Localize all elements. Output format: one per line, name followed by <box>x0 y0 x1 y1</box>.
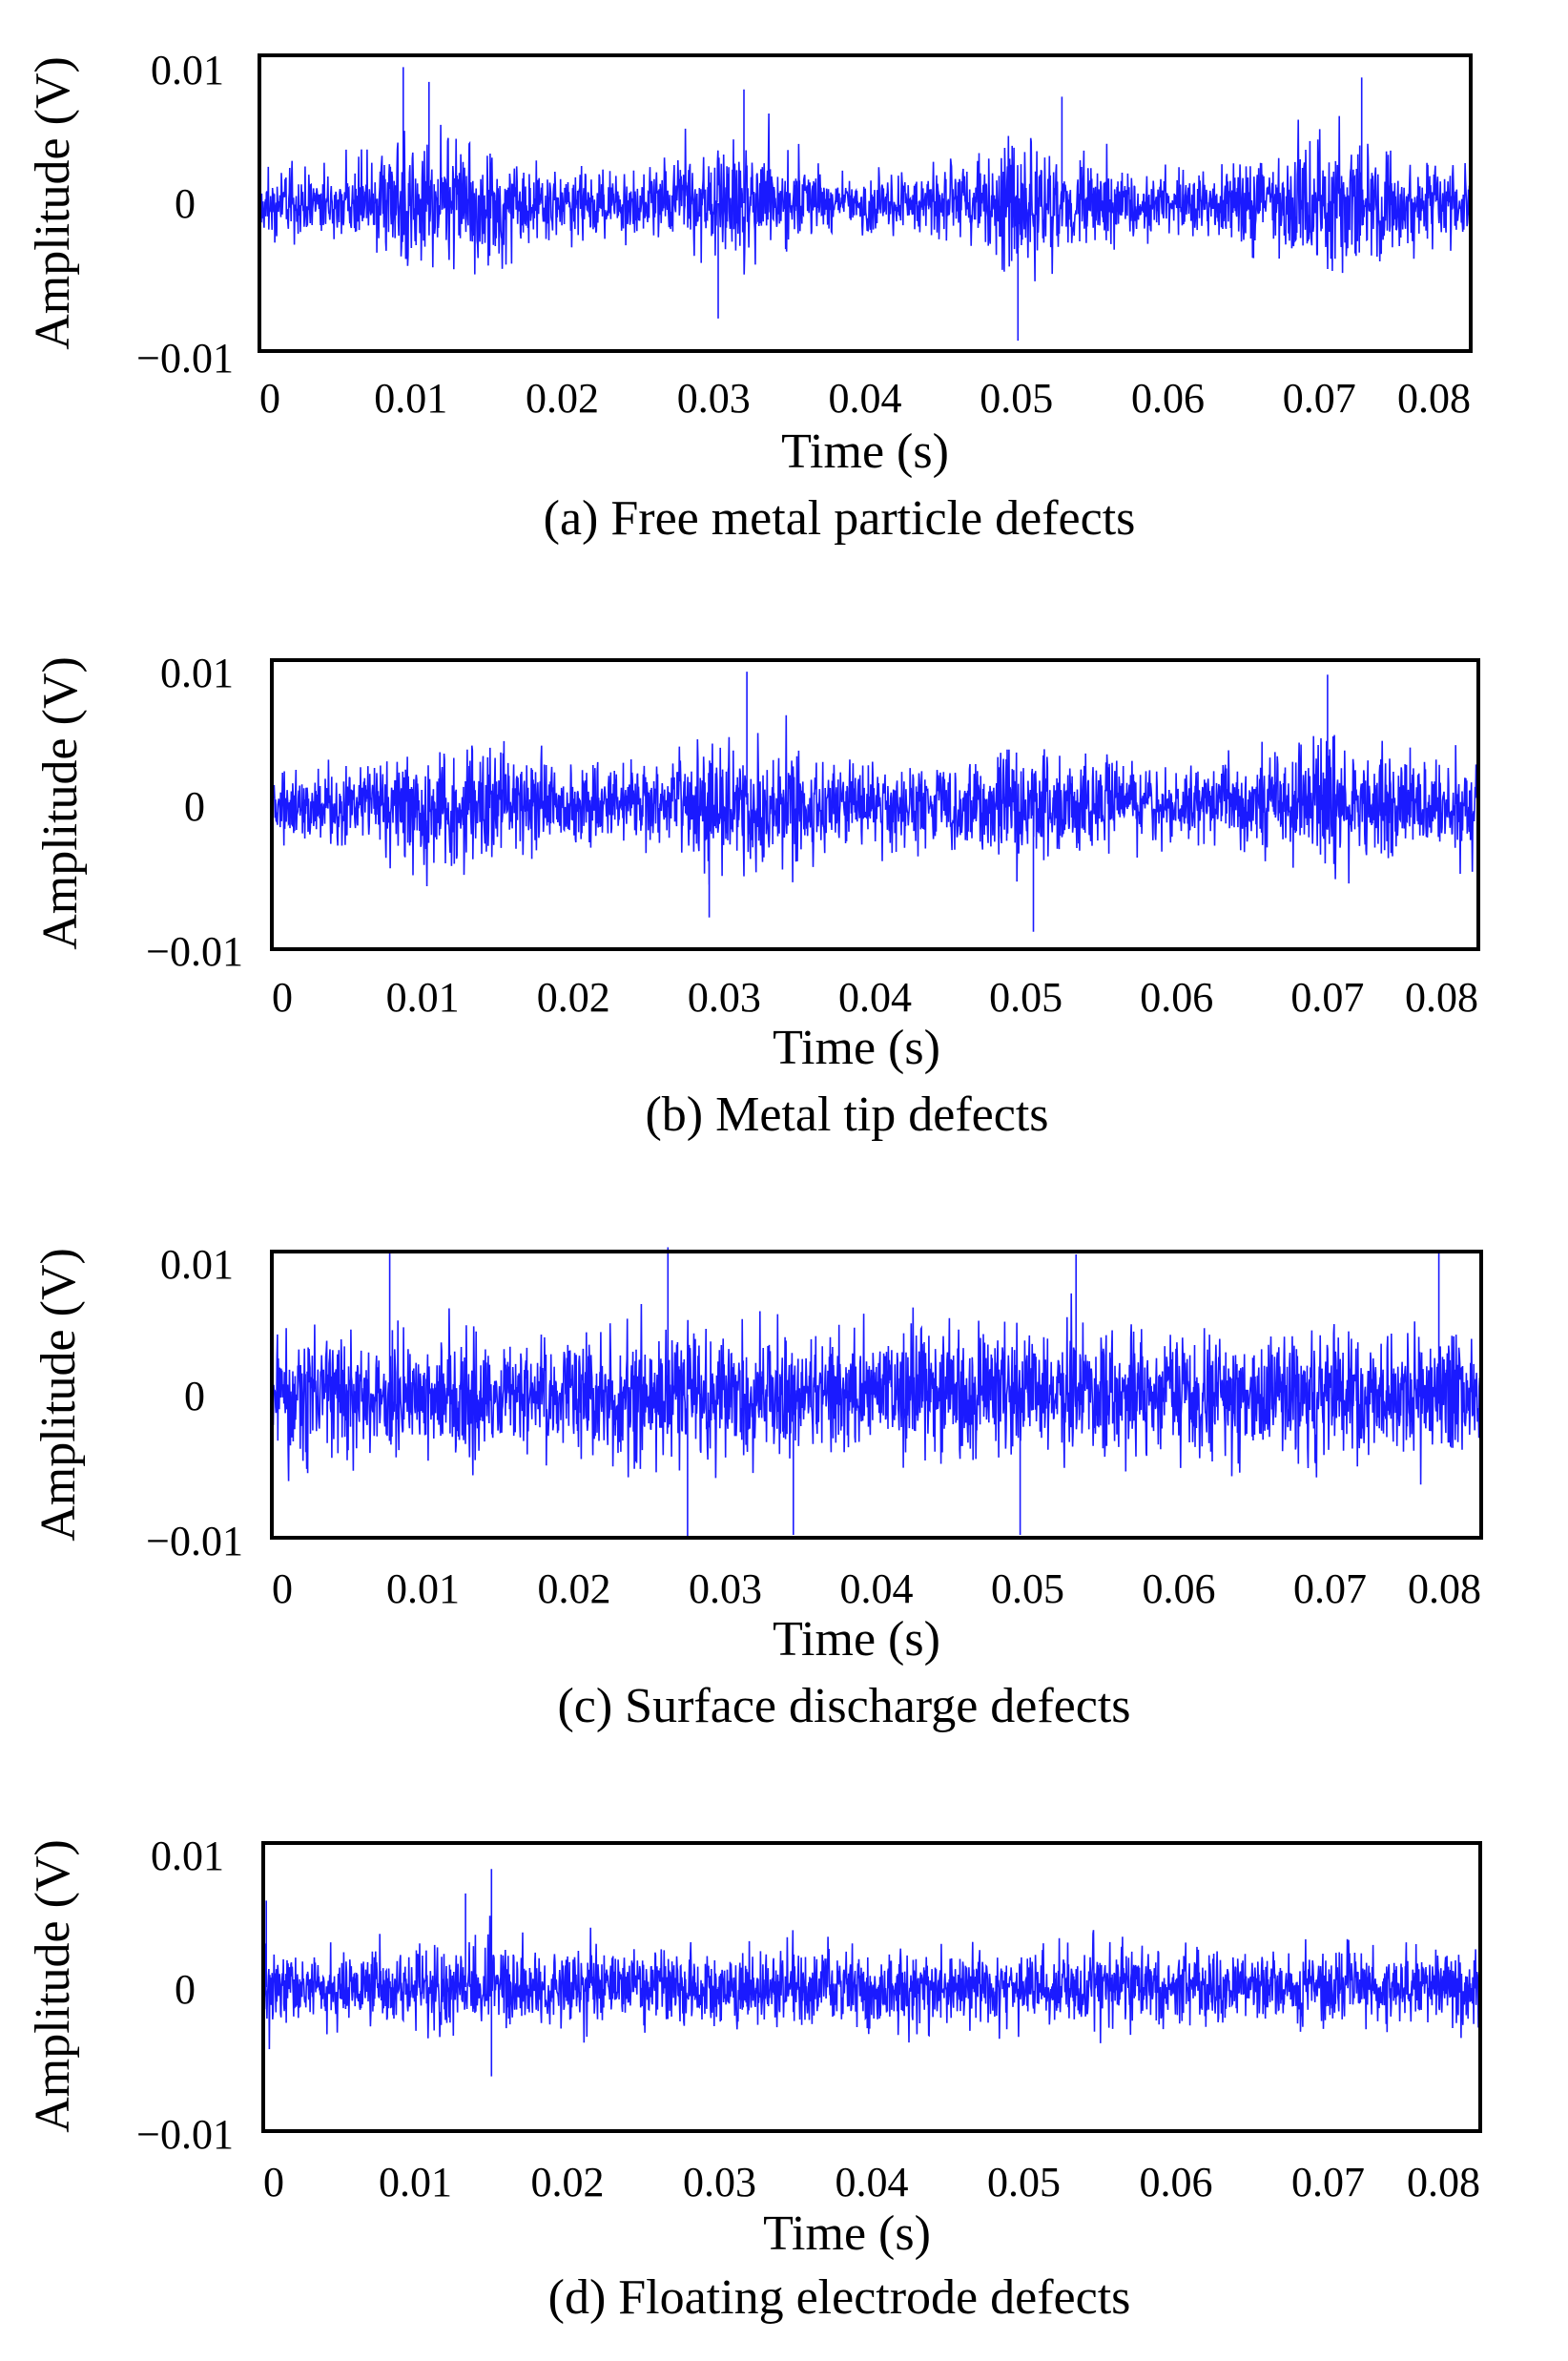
x-tick-c-8: 0.08 <box>1408 1565 1481 1612</box>
x-tick-d-5: 0.05 <box>987 2159 1061 2206</box>
plot-frame-d <box>261 1841 1482 2133</box>
x-tick-b-4: 0.04 <box>838 974 912 1021</box>
y-tick-a-zero: 0 <box>175 180 196 227</box>
chart-d: 0.01 0 −0.01 0 0.01 0.02 0.03 0.04 0.05 0.06 0.… <box>26 1833 1482 2325</box>
x-tick-d-0: 0 <box>263 2159 284 2206</box>
signal-line-a <box>258 67 1472 342</box>
signal-a <box>258 67 1472 342</box>
x-tick-a-4: 0.04 <box>829 375 902 422</box>
y-tick-c-min: −0.01 <box>146 1518 243 1564</box>
x-tick-a-5: 0.05 <box>980 375 1053 422</box>
x-tick-c-1: 0.01 <box>386 1565 460 1612</box>
x-tick-a-0: 0 <box>259 375 280 422</box>
y-tick-c-zero: 0 <box>184 1373 205 1419</box>
x-tick-d-4: 0.04 <box>836 2159 909 2206</box>
x-tick-d-2: 0.02 <box>531 2159 605 2206</box>
x-tick-d-8: 0.08 <box>1407 2159 1480 2206</box>
x-tick-c-6: 0.06 <box>1143 1565 1216 1612</box>
x-tick-b-3: 0.03 <box>688 974 761 1021</box>
x-tick-c-4: 0.04 <box>840 1565 914 1612</box>
y-tick-b-max: 0.01 <box>160 650 234 696</box>
y-axis-label-a: Amplitude (V) <box>26 56 80 350</box>
panel-c: 0.01 0 −0.01 0 0.01 0.02 0.03 0.04 0.05 0.06 0.… <box>0 1183 1568 1755</box>
x-axis-label-c: Time (s) <box>773 1612 940 1667</box>
x-tick-a-7: 0.07 <box>1283 375 1356 422</box>
x-tick-a-3: 0.03 <box>677 375 751 422</box>
y-axis-label-c: Amplitude (V) <box>31 1248 86 1542</box>
x-tick-b-1: 0.01 <box>386 974 460 1021</box>
x-tick-b-2: 0.02 <box>537 974 610 1021</box>
panel-b: 0.01 0 −0.01 0 0.01 0.02 0.03 0.04 0.05 0.06 0.… <box>0 591 1568 1164</box>
caption-c: (c) Surface discharge defects <box>557 1679 1130 1733</box>
y-tick-c-max: 0.01 <box>160 1241 234 1288</box>
x-tick-c-2: 0.02 <box>538 1565 611 1612</box>
y-tick-a-max: 0.01 <box>151 47 224 93</box>
x-tick-d-3: 0.03 <box>683 2159 756 2206</box>
x-tick-d-6: 0.06 <box>1140 2159 1213 2206</box>
signal-c <box>271 1247 1482 1538</box>
x-tick-c-5: 0.05 <box>991 1565 1064 1612</box>
x-tick-c-7: 0.07 <box>1293 1565 1367 1612</box>
y-tick-b-min: −0.01 <box>146 928 243 975</box>
caption-a: (a) Free metal particle defects <box>544 491 1136 546</box>
panel-a: 0.01 0 −0.01 0 0.01 0.02 0.03 0.04 0.05 0.06 0.… <box>0 0 1568 572</box>
x-tick-b-7: 0.07 <box>1290 974 1364 1021</box>
x-tick-c-3: 0.03 <box>689 1565 762 1612</box>
signal-line-c <box>271 1247 1482 1538</box>
plot-frame-c <box>270 1250 1483 1540</box>
signal-line-b <box>271 672 1479 932</box>
x-tick-c-0: 0 <box>272 1565 293 1612</box>
x-tick-b-6: 0.06 <box>1140 974 1213 1021</box>
x-tick-b-0: 0 <box>272 974 293 1021</box>
x-tick-a-1: 0.01 <box>374 375 447 422</box>
x-tick-a-6: 0.06 <box>1131 375 1205 422</box>
y-tick-d-max: 0.01 <box>151 1833 224 1879</box>
x-tick-b-5: 0.05 <box>989 974 1063 1021</box>
x-axis-label-a: Time (s) <box>781 425 949 479</box>
y-tick-a-min: −0.01 <box>136 335 234 382</box>
signal-b <box>271 672 1479 932</box>
x-axis-label-b: Time (s) <box>773 1021 940 1075</box>
y-axis-label-b: Amplitude (V) <box>33 656 88 950</box>
y-tick-d-zero: 0 <box>175 1966 196 2013</box>
signal-line-d <box>262 1869 1481 2077</box>
y-axis-label-d: Amplitude (V) <box>26 1839 80 2133</box>
plot-frame-b <box>270 658 1480 951</box>
caption-b: (b) Metal tip defects <box>645 1087 1048 1142</box>
x-tick-a-8: 0.08 <box>1397 375 1471 422</box>
x-tick-a-2: 0.02 <box>526 375 599 422</box>
panel-d: 0.01 0 −0.01 0 0.01 0.02 0.03 0.04 0.05 0.06 0.… <box>0 1774 1568 2361</box>
x-ticks-a: 0 0.01 0.02 0.03 0.04 0.05 0.06 0.07 0.08 <box>259 375 1471 422</box>
caption-d: (d) Floating electrode defects <box>548 2270 1131 2325</box>
x-ticks-b: 0 0.01 0.02 0.03 0.04 0.05 0.06 0.07 0.08 <box>272 974 1478 1021</box>
chart-a: 0.01 0 −0.01 0 0.01 0.02 0.03 0.04 0.05 0.06 0.… <box>26 47 1473 546</box>
x-tick-b-8: 0.08 <box>1405 974 1478 1021</box>
x-ticks-d: 0 0.01 0.02 0.03 0.04 0.05 0.06 0.07 0.08 <box>263 2159 1480 2206</box>
x-ticks-c: 0 0.01 0.02 0.03 0.04 0.05 0.06 0.07 0.08 <box>272 1565 1481 1612</box>
chart-c: 0.01 0 −0.01 0 0.01 0.02 0.03 0.04 0.05 0.06 0.… <box>31 1241 1483 1733</box>
x-tick-d-7: 0.07 <box>1291 2159 1365 2206</box>
y-tick-b-zero: 0 <box>184 783 205 830</box>
x-axis-label-d: Time (s) <box>763 2206 931 2261</box>
x-tick-d-1: 0.01 <box>379 2159 452 2206</box>
plot-frame-a <box>258 53 1473 353</box>
signal-d <box>262 1869 1481 2077</box>
chart-b: 0.01 0 −0.01 0 0.01 0.02 0.03 0.04 0.05 0.06 0.… <box>33 650 1480 1142</box>
y-tick-d-min: −0.01 <box>136 2111 234 2158</box>
